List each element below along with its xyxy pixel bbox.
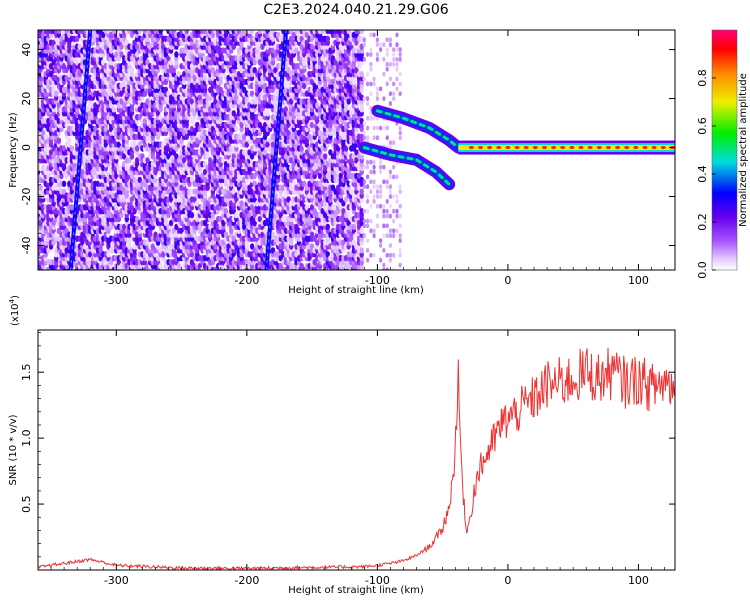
heatmap-cell — [46, 247, 51, 254]
heatmap-cell — [38, 184, 43, 191]
heatmap-cell — [174, 51, 179, 58]
heatmap-cell — [119, 82, 124, 90]
heatmap-cell — [41, 192, 46, 199]
heatmap-cell — [56, 137, 62, 144]
heatmap-cell — [119, 98, 124, 105]
heatmap-cell — [61, 188, 67, 195]
heatmap-cell — [46, 172, 51, 180]
heatmap-cell — [56, 30, 62, 35]
heatmap-cell — [119, 51, 124, 58]
figure-title: C2E3.2024.040.21.29.G06 — [263, 2, 448, 18]
heatmap-cell — [158, 30, 163, 35]
heatmap-cell — [72, 86, 77, 94]
heatmap-cell — [108, 259, 114, 266]
heatmap-cell — [61, 180, 67, 187]
heatmap-cell — [111, 106, 116, 113]
heatmap-cell — [168, 59, 174, 66]
heatmap-cell — [119, 90, 124, 97]
spectrogram-cells — [38, 30, 402, 270]
heatmap-cell — [184, 30, 189, 35]
heatmap-cell — [124, 39, 129, 46]
heatmap-cell — [249, 30, 255, 35]
heatmap-cell — [234, 125, 239, 133]
heatmap-cell — [72, 114, 77, 121]
heatmap-cell — [176, 262, 182, 270]
heatmap-cell — [257, 30, 263, 35]
heatmap-cell — [67, 137, 72, 144]
heatmap-cell — [189, 211, 195, 219]
heatmap-cell — [129, 67, 135, 74]
heatmap-cell — [137, 30, 142, 35]
heatmap-cell — [72, 176, 77, 184]
